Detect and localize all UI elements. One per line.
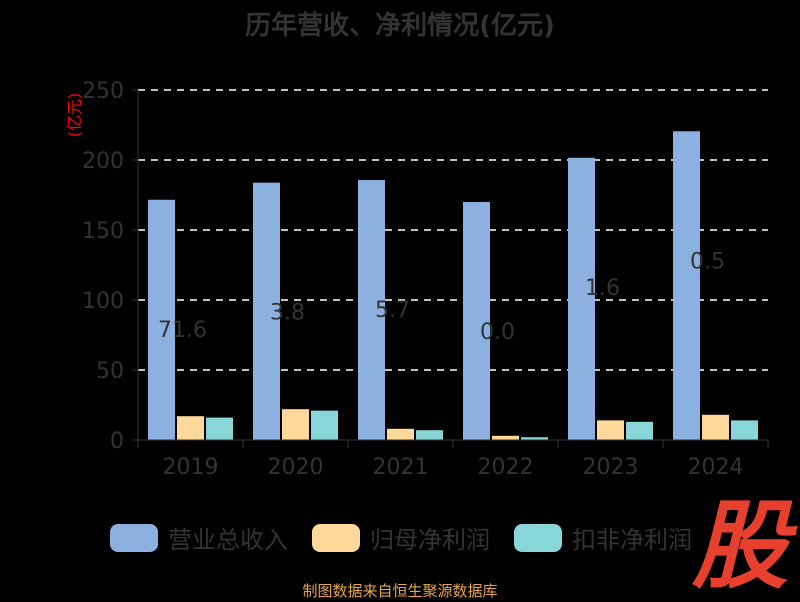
x-tick-label: 2022 [478,455,534,480]
x-tick-label: 2021 [373,455,429,480]
y-tick-label: 200 [82,149,124,174]
bar-revenue [148,199,175,440]
legend-label-revenue: 营业总收入 [168,526,288,554]
chart-title: 历年营收、净利情况(亿元) [245,10,555,41]
bar-deducted-profit [311,410,338,440]
x-tick-label: 2023 [583,455,639,480]
data-labels: 71.6 3.8 5.7 0.0 1.6 0.5 [158,249,725,345]
bar-revenue [253,182,280,440]
bar-revenue [463,202,490,440]
legend-item-net-profit[interactable]: 归母净利润 [312,520,490,555]
y-axis-label: (亿元) [65,93,84,138]
bar-deducted-profit [521,437,548,440]
bar-revenue [568,157,595,440]
x-tick-label: 2024 [688,455,744,480]
legend-swatch-deducted-profit [514,523,562,552]
y-tick-label: 50 [96,359,124,384]
bar-net-profit [492,435,519,440]
bar-deducted-profit [206,417,233,440]
bar-net-profit [177,416,204,440]
y-tick-label: 150 [82,219,124,244]
source-note: 制图数据来自恒生聚源数据库 [302,582,498,600]
legend: 营业总收入 归母净利润 扣非净利润 [110,520,716,555]
grid [138,89,768,371]
data-label: 3.8 [270,301,305,326]
bar-revenue [673,131,700,441]
bar-deducted-profit [416,430,443,440]
data-label: 71.6 [158,318,207,343]
data-label: 0.0 [480,320,515,345]
bar-revenue [358,180,385,440]
legend-item-revenue[interactable]: 营业总收入 [110,520,288,555]
legend-label-deducted-profit: 扣非净利润 [572,526,692,554]
bars [148,131,758,441]
bar-net-profit [597,420,624,440]
data-label: 5.7 [375,298,410,323]
legend-item-deducted-profit[interactable]: 扣非净利润 [514,520,692,555]
x-tick-label: 2020 [268,455,324,480]
data-label: 0.5 [690,249,725,274]
legend-swatch-revenue [110,523,158,552]
bar-net-profit [387,428,414,440]
legend-label-net-profit: 归母净利润 [370,526,490,554]
y-tick-label: 0 [110,429,124,454]
axes: 0 50 100 150 200 250 2019 2020 2021 2022 2023 2024 [82,79,769,480]
bar-deducted-profit [626,421,653,440]
y-tick-label: 100 [82,289,124,314]
data-label: 1.6 [585,276,620,301]
y-tick-label: 250 [82,79,124,104]
x-tick-label: 2019 [163,455,219,480]
legend-swatch-net-profit [312,523,360,552]
brand-logo: 股 [692,490,788,602]
bar-deducted-profit [731,420,758,440]
bar-net-profit [702,414,729,440]
bar-net-profit [282,409,309,440]
